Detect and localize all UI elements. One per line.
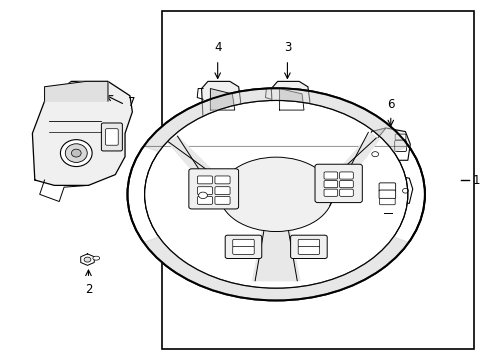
FancyBboxPatch shape: [197, 197, 212, 204]
FancyBboxPatch shape: [215, 176, 229, 184]
FancyBboxPatch shape: [314, 164, 362, 203]
Ellipse shape: [65, 144, 87, 162]
Ellipse shape: [84, 257, 91, 262]
Text: 6: 6: [386, 98, 394, 111]
Ellipse shape: [61, 140, 92, 167]
Text: 7: 7: [128, 96, 136, 109]
Ellipse shape: [71, 149, 81, 157]
Polygon shape: [199, 119, 238, 144]
FancyBboxPatch shape: [215, 187, 229, 195]
Polygon shape: [32, 81, 132, 185]
Polygon shape: [279, 89, 304, 110]
Ellipse shape: [127, 88, 424, 301]
Ellipse shape: [93, 256, 100, 260]
FancyBboxPatch shape: [225, 235, 261, 258]
Polygon shape: [370, 128, 385, 146]
FancyBboxPatch shape: [101, 123, 122, 151]
Polygon shape: [252, 231, 299, 281]
Ellipse shape: [198, 192, 207, 199]
FancyBboxPatch shape: [105, 129, 118, 145]
FancyBboxPatch shape: [188, 169, 238, 209]
Ellipse shape: [402, 188, 407, 193]
Ellipse shape: [144, 100, 407, 288]
FancyBboxPatch shape: [324, 172, 337, 179]
FancyBboxPatch shape: [232, 247, 254, 255]
Text: 3: 3: [283, 41, 290, 54]
FancyBboxPatch shape: [339, 189, 352, 196]
FancyBboxPatch shape: [298, 247, 319, 255]
Polygon shape: [210, 89, 234, 110]
FancyBboxPatch shape: [394, 140, 406, 152]
FancyBboxPatch shape: [339, 180, 352, 188]
Polygon shape: [143, 88, 408, 152]
FancyBboxPatch shape: [197, 176, 212, 184]
FancyBboxPatch shape: [324, 180, 337, 188]
FancyBboxPatch shape: [378, 183, 395, 192]
FancyBboxPatch shape: [379, 198, 394, 205]
Polygon shape: [201, 81, 240, 119]
Text: 2: 2: [84, 283, 92, 296]
Polygon shape: [271, 81, 309, 119]
Ellipse shape: [219, 157, 332, 231]
Polygon shape: [373, 175, 412, 203]
FancyBboxPatch shape: [339, 172, 352, 179]
FancyBboxPatch shape: [290, 235, 326, 258]
Bar: [161, 12, 473, 348]
Polygon shape: [44, 81, 108, 101]
Polygon shape: [269, 119, 307, 144]
FancyBboxPatch shape: [378, 190, 395, 199]
FancyBboxPatch shape: [324, 189, 337, 196]
FancyBboxPatch shape: [215, 197, 229, 204]
FancyBboxPatch shape: [394, 134, 405, 140]
FancyBboxPatch shape: [298, 239, 319, 247]
Polygon shape: [81, 254, 94, 265]
Polygon shape: [143, 237, 408, 301]
Text: 1: 1: [472, 174, 479, 186]
FancyBboxPatch shape: [197, 187, 212, 195]
Polygon shape: [168, 136, 225, 206]
Polygon shape: [326, 133, 378, 206]
FancyBboxPatch shape: [232, 239, 254, 247]
Polygon shape: [368, 128, 409, 160]
Text: 4: 4: [213, 41, 221, 54]
Ellipse shape: [371, 152, 378, 157]
Text: 5: 5: [386, 224, 394, 237]
